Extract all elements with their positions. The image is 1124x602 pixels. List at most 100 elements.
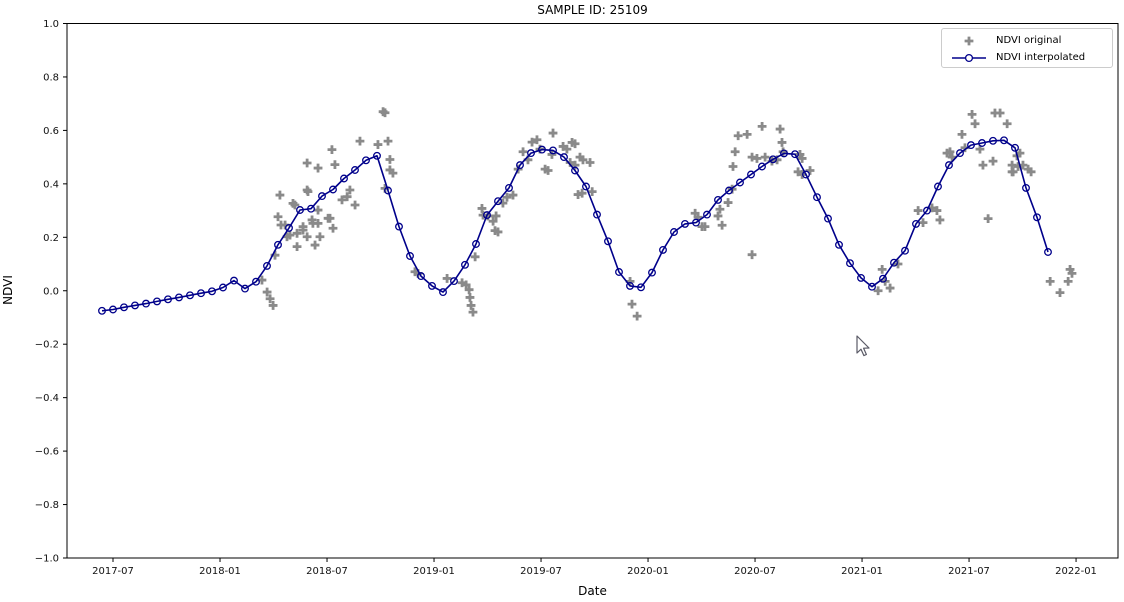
line-marker bbox=[296, 206, 304, 214]
line-marker bbox=[923, 206, 931, 215]
scatter-point bbox=[793, 167, 803, 177]
line-marker bbox=[197, 289, 205, 298]
line-marker bbox=[483, 211, 491, 220]
scatter-point bbox=[960, 143, 970, 153]
scatter-point bbox=[945, 147, 955, 157]
line-marker bbox=[582, 182, 590, 191]
line-marker bbox=[780, 149, 788, 158]
line-marker bbox=[252, 277, 260, 286]
x-tick-label: 2017-07 bbox=[92, 566, 134, 577]
scatter-point bbox=[292, 228, 302, 238]
legend-item-ndvi-interpolated: NDVI interpolated bbox=[950, 49, 1104, 66]
line-marker bbox=[692, 218, 700, 227]
scatter-point bbox=[730, 147, 740, 157]
line-marker bbox=[802, 170, 810, 179]
scatter-point bbox=[1063, 276, 1073, 286]
line-marker bbox=[527, 149, 535, 158]
scatter-point bbox=[383, 136, 393, 146]
line-marker bbox=[659, 245, 667, 254]
line-marker bbox=[406, 252, 414, 260]
y-tick-label: −0.8 bbox=[35, 500, 59, 511]
scatter-point bbox=[778, 147, 788, 157]
line-marker bbox=[395, 222, 403, 231]
line-marker bbox=[846, 259, 854, 268]
y-tick-label: 0.8 bbox=[43, 72, 59, 83]
scatter-point bbox=[627, 299, 637, 309]
scatter-point bbox=[957, 130, 967, 139]
scatter-point bbox=[315, 232, 325, 242]
scatter-point bbox=[1067, 268, 1077, 278]
scatter-point bbox=[1023, 164, 1033, 174]
line-marker bbox=[791, 150, 799, 159]
line-marker bbox=[835, 240, 843, 249]
scatter-point bbox=[805, 166, 815, 175]
line-marker bbox=[956, 149, 964, 158]
line-marker bbox=[626, 281, 634, 290]
line-circle-marker-icon bbox=[952, 53, 986, 62]
line-marker bbox=[384, 186, 392, 195]
scatter-point bbox=[543, 166, 553, 175]
scatter-point bbox=[310, 240, 320, 250]
scatter-point bbox=[777, 138, 787, 147]
line-marker bbox=[98, 306, 106, 315]
line-marker bbox=[318, 192, 326, 201]
scatter-point bbox=[935, 215, 945, 225]
scatter-point bbox=[775, 124, 785, 134]
scatter-point bbox=[757, 121, 767, 131]
scatter-point bbox=[760, 152, 770, 162]
line-marker bbox=[637, 283, 645, 292]
scatter-point bbox=[257, 275, 267, 285]
scatter-point bbox=[733, 131, 743, 141]
scatter-point bbox=[1026, 167, 1036, 177]
scatter-point bbox=[893, 259, 903, 269]
scatter-point bbox=[927, 203, 937, 213]
line-marker bbox=[164, 295, 172, 304]
line-marker bbox=[758, 162, 766, 171]
line-marker bbox=[703, 210, 711, 219]
line-marker bbox=[593, 210, 601, 219]
y-tick-label: 0.2 bbox=[43, 233, 59, 244]
scatter-point bbox=[350, 200, 360, 210]
line-marker bbox=[219, 283, 227, 292]
scatter-point bbox=[465, 293, 475, 302]
scatter-point bbox=[975, 144, 985, 154]
scatter-point bbox=[1002, 119, 1012, 129]
y-tick-label: −0.2 bbox=[35, 340, 59, 351]
scatter-point bbox=[625, 276, 635, 286]
interpolated-line bbox=[101, 139, 1049, 312]
line-marker bbox=[879, 274, 887, 283]
scatter-point bbox=[373, 140, 383, 149]
scatter-point bbox=[532, 135, 542, 145]
y-tick-label: 0.6 bbox=[43, 126, 59, 137]
line-marker bbox=[120, 303, 128, 312]
line-marker bbox=[824, 214, 832, 223]
scatter-point bbox=[747, 250, 757, 260]
line-marker bbox=[1033, 213, 1041, 222]
line-marker bbox=[417, 272, 425, 281]
line-marker bbox=[648, 268, 656, 277]
scatter-point bbox=[461, 280, 471, 290]
scatter-point bbox=[970, 119, 980, 129]
scatter-point bbox=[932, 206, 942, 215]
scatter-point bbox=[715, 204, 725, 214]
scatter-point bbox=[562, 144, 572, 154]
line-marker bbox=[263, 261, 271, 270]
line-marker bbox=[461, 260, 469, 269]
x-tick-label: 2020-07 bbox=[734, 566, 776, 577]
scatter-point bbox=[493, 227, 503, 237]
line-marker bbox=[714, 195, 722, 204]
line-marker bbox=[945, 161, 953, 170]
scatter-point bbox=[478, 210, 488, 220]
y-tick-label: 0.0 bbox=[43, 286, 59, 297]
scatter-point bbox=[464, 285, 474, 295]
scatter-point bbox=[913, 206, 923, 215]
scatter-point bbox=[457, 278, 467, 288]
scatter-point bbox=[1007, 160, 1017, 170]
line-marker bbox=[472, 240, 480, 248]
scatter-point bbox=[728, 162, 738, 171]
legend: NDVI original NDVI interpolated bbox=[941, 28, 1113, 68]
scatter-point bbox=[995, 108, 1005, 118]
scatter-point bbox=[523, 155, 533, 165]
line-marker bbox=[670, 228, 678, 236]
